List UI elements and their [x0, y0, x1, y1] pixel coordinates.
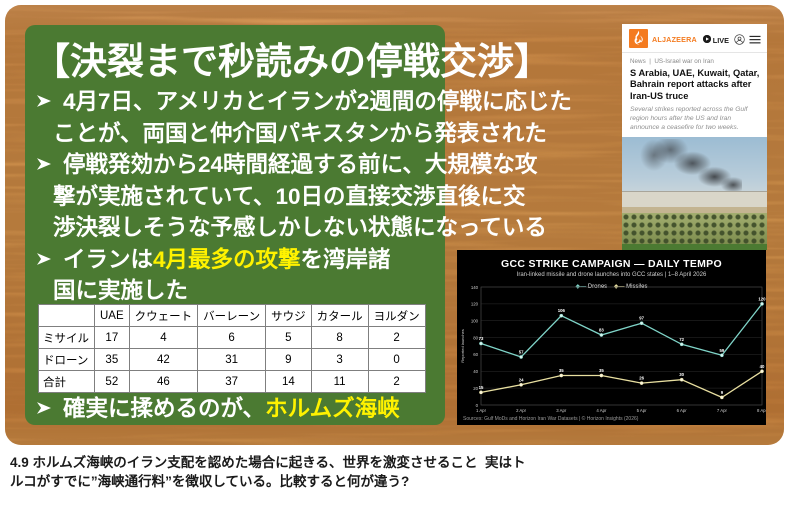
svg-text:26: 26 [639, 376, 644, 381]
svg-text:24: 24 [519, 377, 524, 382]
svg-text:40: 40 [473, 369, 478, 374]
svg-text:57: 57 [519, 350, 524, 355]
svg-text:140: 140 [471, 285, 479, 290]
svg-text:6 Apr: 6 Apr [677, 408, 688, 413]
svg-text:4 Apr: 4 Apr [596, 408, 607, 413]
svg-text:3 Apr: 3 Apr [556, 408, 567, 413]
svg-text:120: 120 [758, 296, 766, 301]
svg-text:7 Apr: 7 Apr [717, 408, 728, 413]
svg-text:100: 100 [471, 319, 479, 324]
svg-text:2 Apr: 2 Apr [516, 408, 527, 413]
svg-text:59: 59 [720, 348, 725, 353]
svg-text:40: 40 [760, 364, 765, 369]
svg-text:8 Apr: 8 Apr [757, 408, 766, 413]
svg-text:1 Apr: 1 Apr [476, 408, 487, 413]
svg-text:Reported launches: Reported launches [460, 329, 465, 363]
svg-text:30: 30 [679, 372, 684, 377]
svg-text:83: 83 [599, 328, 604, 333]
svg-text:106: 106 [558, 308, 566, 313]
svg-text:60: 60 [473, 352, 478, 357]
svg-text:73: 73 [479, 336, 484, 341]
svg-text:15: 15 [479, 385, 484, 390]
svg-text:72: 72 [679, 337, 684, 342]
svg-text:35: 35 [559, 368, 564, 373]
svg-text:9: 9 [721, 390, 724, 395]
svg-text:97: 97 [639, 316, 644, 321]
svg-text:5 Apr: 5 Apr [637, 408, 648, 413]
svg-text:120: 120 [471, 302, 479, 307]
svg-text:35: 35 [599, 368, 604, 373]
